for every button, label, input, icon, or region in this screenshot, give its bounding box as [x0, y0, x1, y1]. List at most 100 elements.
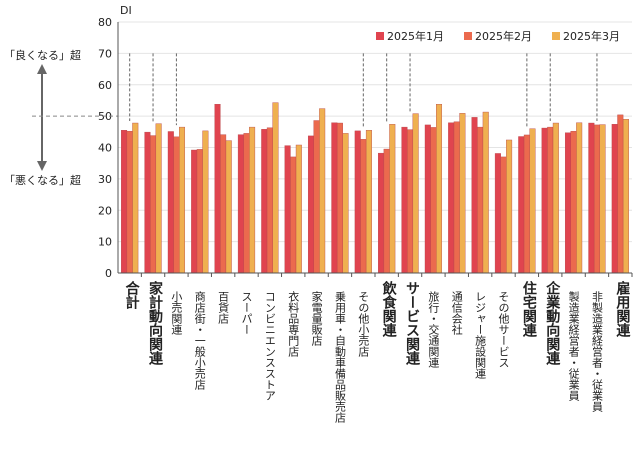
annotations: 「良くなる」超 「悪くなる」超	[4, 48, 118, 187]
bar	[518, 136, 525, 274]
y-tick-label: 80	[98, 16, 112, 29]
bar	[243, 133, 250, 274]
bar	[570, 130, 577, 274]
bar	[266, 127, 273, 274]
bar	[225, 140, 232, 274]
arrow-down-icon	[37, 161, 47, 171]
bar	[547, 126, 554, 274]
bar	[412, 113, 419, 274]
bar	[179, 126, 186, 274]
y-axis-label: DI	[120, 4, 132, 17]
bar	[196, 149, 203, 274]
bar	[354, 130, 361, 274]
bar	[319, 108, 326, 274]
bar	[500, 156, 507, 274]
legend: 2025年1月 2025年2月 2025年3月	[376, 29, 620, 43]
bar	[523, 134, 530, 274]
bar	[126, 130, 133, 274]
bar	[220, 134, 227, 274]
bar	[360, 139, 367, 274]
bar	[261, 129, 268, 274]
bar	[313, 120, 320, 274]
bar	[389, 124, 396, 274]
bar	[407, 129, 414, 274]
x-tick-label: 非製造業経営者・従業員	[590, 291, 603, 413]
legend-label: 2025年1月	[387, 29, 444, 43]
y-tick-label: 10	[98, 236, 112, 249]
bar	[342, 133, 349, 274]
annotation-up: 「良くなる」超	[4, 48, 81, 62]
x-tick-label: その他小売店	[357, 291, 370, 357]
bar	[237, 134, 244, 274]
bar	[471, 117, 478, 274]
y-tick-label: 20	[98, 204, 112, 217]
bar	[482, 111, 489, 274]
y-tick-label: 40	[98, 142, 112, 155]
legend-swatch	[552, 32, 560, 40]
x-tick-label: 住宅関連	[521, 280, 537, 338]
bar	[290, 156, 297, 274]
bar	[593, 124, 600, 274]
bar	[378, 152, 385, 274]
x-tick-label: 通信会社	[450, 291, 463, 336]
x-tick-label: 商店街・一般小売店	[193, 290, 206, 390]
bar	[284, 145, 291, 274]
x-tick-label: 旅行・交通関連	[427, 290, 440, 368]
bar	[202, 130, 209, 274]
x-tick-label: 小売関連	[170, 291, 183, 335]
x-tick-label: 企業動向関連	[544, 280, 561, 366]
bar	[453, 121, 460, 274]
bar	[155, 123, 162, 274]
x-tick-label: サービス関連	[404, 281, 420, 366]
y-tick-label: 0	[105, 267, 112, 280]
bar	[401, 126, 408, 274]
x-tick-label: レジャー施設関連	[474, 291, 487, 379]
x-tick-label: 飲食関連	[381, 280, 398, 338]
x-tick-label: コンビニエンスストア	[263, 291, 276, 401]
x-tick-label: 乗用車・自動車備品販売店	[333, 291, 346, 423]
dashed-lines	[129, 53, 598, 129]
y-tick-label: 70	[98, 47, 112, 60]
arrow-up-icon	[37, 64, 47, 74]
bars	[121, 102, 629, 274]
x-tick-label: その他サービス	[497, 291, 510, 368]
bar	[506, 139, 513, 274]
legend-label: 2025年2月	[475, 29, 532, 43]
bar	[191, 149, 198, 274]
bar	[336, 122, 343, 274]
x-tick-label: 合計	[124, 280, 140, 310]
y-tick-label: 60	[98, 79, 112, 92]
bar	[448, 122, 455, 274]
bar	[150, 135, 157, 274]
bar	[459, 113, 466, 274]
bar	[494, 153, 501, 274]
bar	[167, 131, 174, 274]
bar	[477, 126, 484, 274]
bar	[331, 122, 338, 274]
bar	[383, 148, 390, 274]
legend-label: 2025年3月	[563, 29, 620, 43]
legend-swatch	[464, 32, 472, 40]
bar	[541, 127, 548, 274]
x-tick-label: 衣料品専門店	[287, 290, 300, 357]
x-tick-label: スーパー	[240, 291, 253, 335]
x-tick-label: 百貨店	[217, 291, 230, 324]
bar	[430, 127, 437, 274]
annotation-down: 「悪くなる」超	[4, 173, 81, 187]
bar	[132, 122, 139, 274]
bar	[622, 119, 629, 274]
x-axis-labels: 合計 家計動向関連 小売関連 商店街・一般小売店 百貨店 スーパー コンビニエンスストア 衣料…	[124, 273, 633, 423]
bar	[121, 130, 128, 274]
x-tick-label: 家電量販店	[310, 290, 323, 346]
bar	[617, 114, 624, 274]
x-tick-label: 雇用関連	[614, 280, 630, 338]
bar	[295, 144, 302, 274]
bar	[588, 122, 595, 274]
y-tick-label: 30	[98, 173, 112, 186]
bar	[307, 135, 314, 274]
bar	[611, 124, 618, 274]
legend-swatch	[376, 32, 384, 40]
bar	[365, 130, 372, 274]
